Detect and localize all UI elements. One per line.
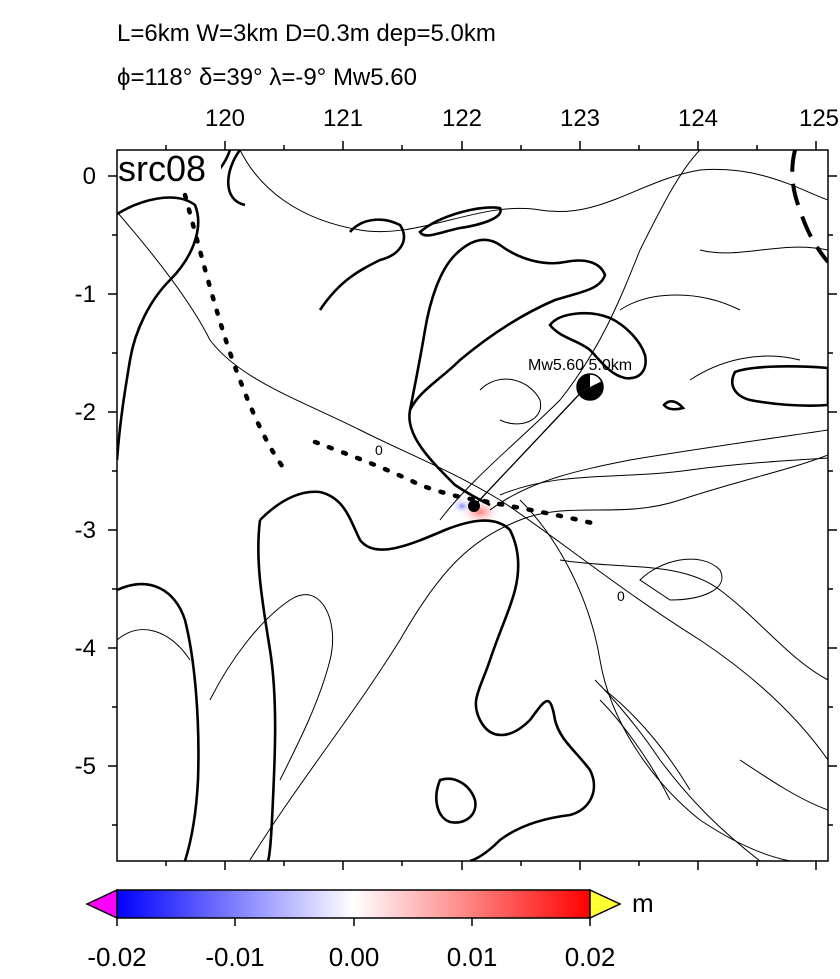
colorbar-low-overflow [85, 888, 118, 920]
x-axis-labels: 120 121 122 123 124 125 [205, 105, 839, 132]
y-axis-labels: 0 -1 -2 -3 -4 -5 [75, 163, 96, 780]
x-tick-label: 120 [205, 105, 245, 132]
x-tick-label: 122 [442, 105, 482, 132]
map-area: Mw5.60 5.0km 0 0 [117, 150, 828, 861]
x-tick-label: 123 [560, 105, 600, 132]
y-tick-label: -5 [75, 753, 96, 780]
colorbar-gradient [116, 889, 591, 919]
contour-label-zero-b: 0 [617, 588, 625, 604]
colorbar-high-overflow [589, 888, 622, 920]
x-tick-label: 125 [799, 105, 839, 132]
right-axis-ticks [828, 175, 837, 826]
subsidence-patch [452, 498, 472, 514]
source-parameters-line2: ϕ=118° δ=39° λ=-9° Mw5.60 [117, 64, 417, 91]
panel-label: src08 [118, 148, 206, 189]
colorbar-tick-label: 0.02 [565, 942, 616, 972]
contour-label-zero-a: 0 [375, 442, 383, 458]
colorbar-unit: m [632, 888, 654, 918]
x-tick-label: 121 [323, 105, 363, 132]
dashed-boundary [790, 150, 828, 264]
top-axis-ticks [165, 141, 817, 150]
colorbar-tick-label: 0.00 [329, 942, 380, 972]
colorbar: m -0.02 -0.01 0.00 0.01 0.02 [85, 888, 654, 972]
focal-mechanism-beachball [576, 373, 604, 401]
map-frame [116, 149, 829, 862]
x-tick-label: 124 [678, 105, 718, 132]
panel-label-bg [117, 150, 221, 188]
source-label: Mw5.60 5.0km [528, 357, 632, 374]
y-tick-label: -3 [75, 517, 96, 544]
y-tick-label: -2 [75, 399, 96, 426]
y-tick-label: -1 [75, 281, 96, 308]
colorbar-tick-label: -0.02 [87, 942, 146, 972]
trench-line [182, 192, 603, 528]
source-parameters-line1: L=6km W=3km D=0.3m dep=5.0km [117, 20, 496, 47]
y-tick-label: 0 [83, 163, 96, 190]
y-tick-label: -4 [75, 635, 96, 662]
epicenter-marker [468, 500, 480, 512]
source-link-line [473, 384, 589, 507]
colorbar-tick-label: 0.01 [447, 942, 498, 972]
left-axis-ticks [108, 175, 117, 826]
bottom-axis-ticks [165, 861, 817, 870]
colorbar-tick-label: -0.01 [205, 942, 264, 972]
thin-contours [117, 150, 828, 861]
